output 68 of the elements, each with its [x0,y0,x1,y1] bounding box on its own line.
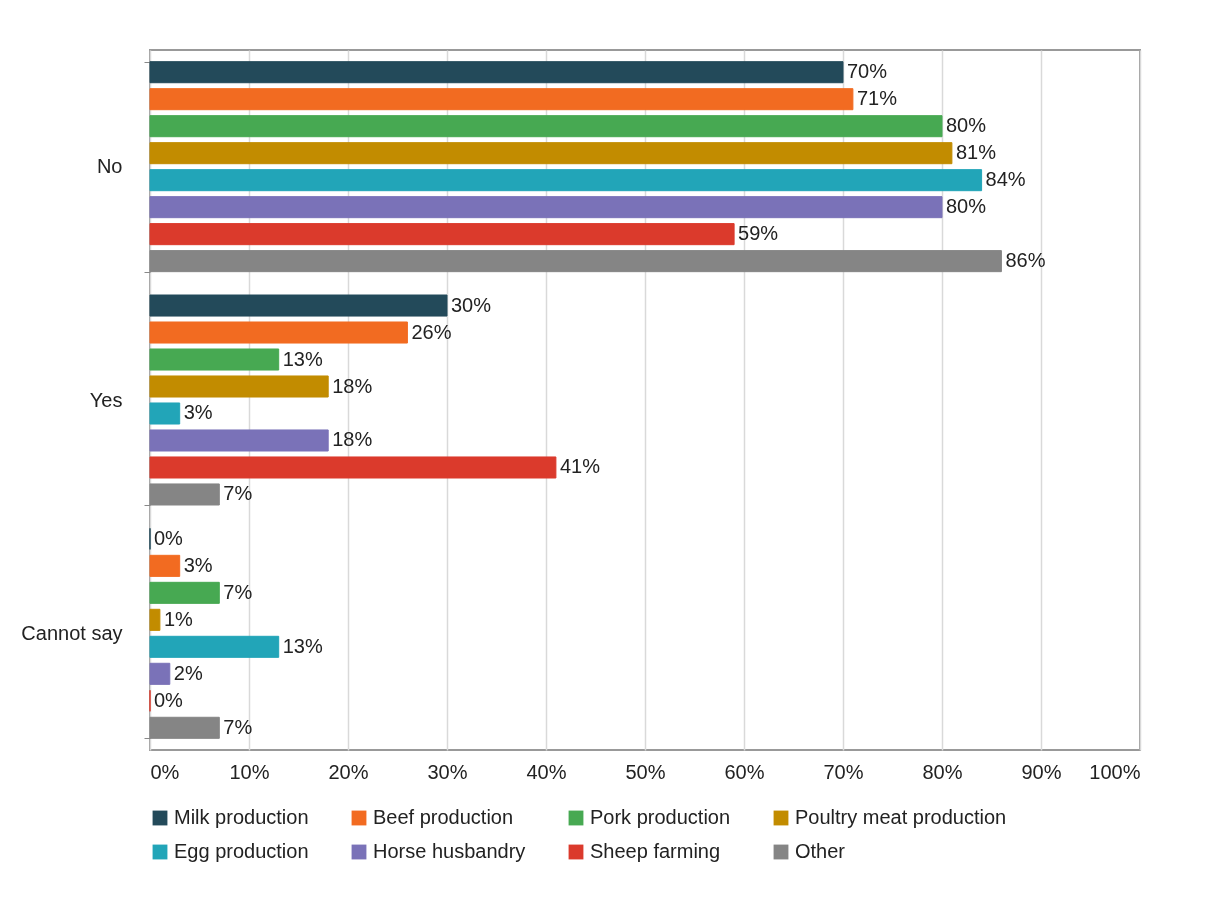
data-label: 2% [173,661,203,684]
data-label: 80% [946,114,987,137]
y-tick-label: No [96,155,123,178]
bar [149,635,280,658]
x-tick-label: 90% [1021,760,1062,783]
legend-label: Sheep farming [590,840,721,862]
data-label: 41% [559,455,601,478]
legend-label: Other [795,840,846,862]
x-tick-label: 70% [823,760,864,783]
bar [149,716,220,739]
bar [149,348,280,371]
data-label: 7% [223,580,253,603]
x-tick-label: 0% [150,760,180,783]
data-label: 0% [154,526,184,549]
x-tick-label: 80% [922,760,963,783]
bar [149,483,220,506]
data-label: 80% [946,195,987,218]
bar [149,115,943,138]
data-label: 18% [332,428,373,451]
data-label: 18% [332,374,373,397]
bar [149,88,854,111]
data-label: 30% [451,293,492,316]
data-label: 59% [738,222,779,245]
data-label: 13% [282,347,323,370]
legend-label: Poultry meat production [795,806,1007,828]
bar [149,294,448,317]
data-label: 26% [411,320,452,343]
bar [149,429,329,452]
x-tick-label: 60% [724,760,765,783]
x-tick-label: 100% [1089,760,1141,783]
bar [149,196,943,219]
data-label: 86% [1005,249,1046,272]
bar [149,321,408,344]
data-label: 70% [847,60,888,83]
x-tick-label: 40% [526,760,567,783]
bar [149,608,161,631]
bar [149,456,557,479]
data-label: 13% [282,634,323,657]
x-tick-label: 50% [625,760,666,783]
data-label: 1% [163,607,194,630]
legend-label: Egg production [174,840,309,862]
data-label: 3% [183,553,213,576]
legend-label: Milk production [174,806,309,828]
legend-label: Beef production [373,806,514,828]
x-tick-label: 20% [328,760,369,783]
legend-label: Horse husbandry [373,840,526,862]
bar [149,402,181,425]
data-label: 81% [955,141,997,164]
bar [149,554,181,577]
x-tick-label: 30% [427,760,468,783]
bar [149,662,171,685]
data-label: 7% [223,715,253,738]
data-label: 3% [183,401,213,424]
bar [149,250,1002,273]
bar [149,142,953,165]
data-label: 0% [154,688,184,711]
y-tick-label: Cannot say [21,621,123,644]
data-label: 7% [223,482,253,505]
x-tick-label: 10% [229,760,270,783]
y-tick-label: Yes [89,388,123,411]
bar [149,169,983,192]
bar [149,223,735,246]
data-label: 71% [856,87,898,110]
legend-label: Pork production [590,806,731,828]
bar [149,581,220,604]
bar [149,375,329,398]
data-label: 84% [985,168,1026,191]
bar [149,61,844,84]
